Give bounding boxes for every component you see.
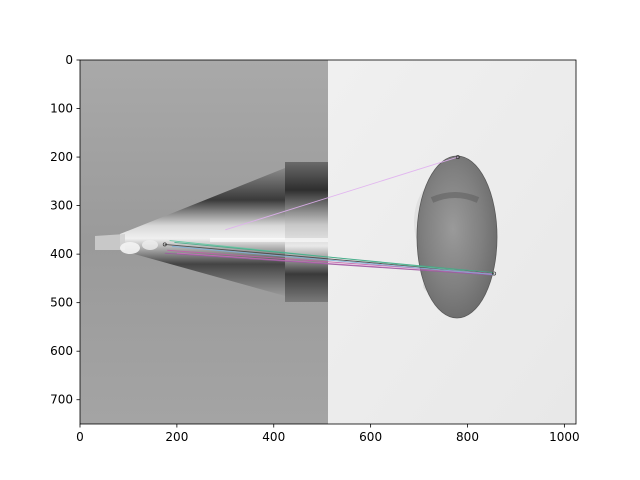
y-tick-label: 500 xyxy=(50,296,73,310)
drill-bit-image xyxy=(95,162,328,302)
match-line-5 xyxy=(164,252,493,276)
match-line-7 xyxy=(225,156,458,231)
x-axis: 0 200 400 600 800 1000 xyxy=(76,424,580,444)
x-tick-label: 400 xyxy=(262,430,285,444)
x-tick-label: 1000 xyxy=(549,430,580,444)
y-tick-label: 600 xyxy=(50,344,73,358)
y-tick-label: 200 xyxy=(50,150,73,164)
x-tick-label: 200 xyxy=(165,430,188,444)
match-line-6 xyxy=(171,245,494,275)
plot-frame xyxy=(79,59,577,425)
keypoint-2 xyxy=(455,155,460,160)
plot-image xyxy=(80,60,576,424)
match-line-2 xyxy=(174,242,493,274)
disc-image xyxy=(414,155,498,319)
y-tick-label: 300 xyxy=(50,199,73,213)
keypoint-markers xyxy=(162,155,497,276)
keypoint-1 xyxy=(492,271,497,276)
x-tick-label: 800 xyxy=(456,430,479,444)
y-tick-label: 0 xyxy=(65,53,73,67)
y-axis: 0 100 200 300 400 500 600 700 xyxy=(50,53,80,407)
y-tick-label: 400 xyxy=(50,247,73,261)
feature-match-lines xyxy=(164,156,495,276)
x-tick-label: 0 xyxy=(76,430,84,444)
y-tick-label: 100 xyxy=(50,102,73,116)
keypoint-0 xyxy=(162,242,167,247)
y-tick-label: 700 xyxy=(50,393,73,407)
x-tick-label: 600 xyxy=(359,430,382,444)
